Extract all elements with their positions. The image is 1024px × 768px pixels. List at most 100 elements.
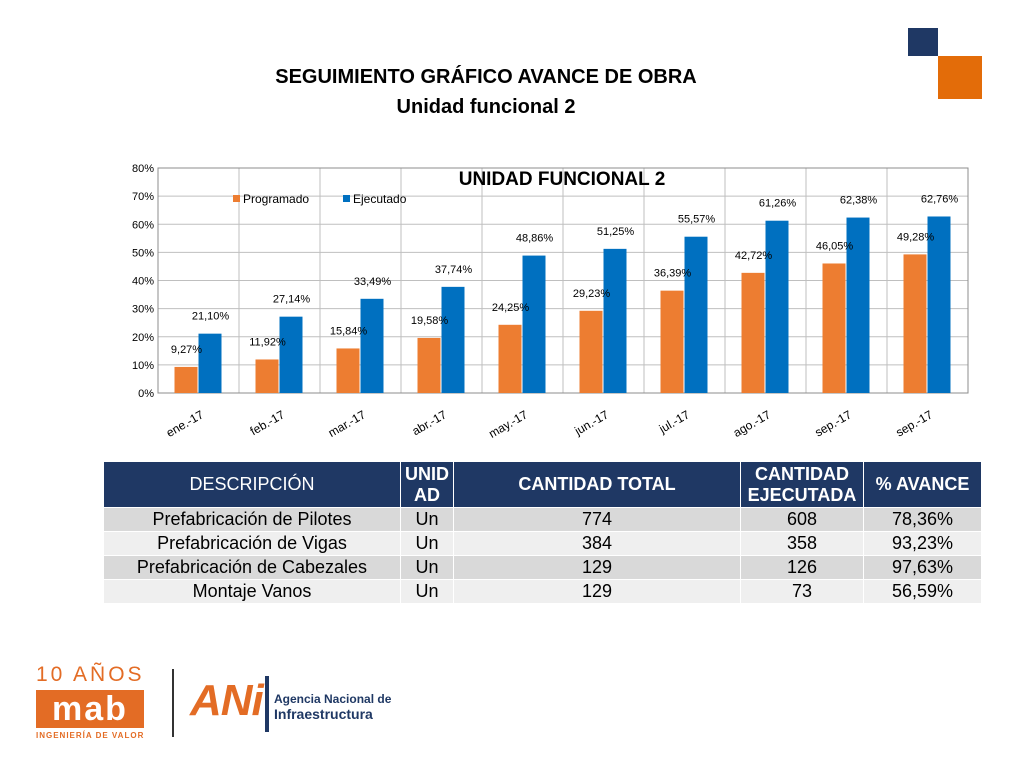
chart-bars [174, 216, 951, 393]
x-tick-label: jul.-17 [656, 407, 692, 436]
legend-label-ejecutado: Ejecutado [353, 192, 407, 206]
header-unidad-line1: UNID [405, 463, 449, 484]
progress-table-container: DESCRIPCIÓN UNID AD CANTIDAD TOTAL CANTID… [103, 461, 982, 604]
bar-ejecutado [603, 248, 627, 393]
header-unidad-line2: AD [414, 484, 440, 505]
progress-table: DESCRIPCIÓN UNID AD CANTIDAD TOTAL CANTID… [103, 461, 982, 604]
cell-unidad: Un [400, 507, 454, 532]
x-tick-label: jun.-17 [571, 407, 611, 438]
header-ejecutada-line1: CANTIDAD [755, 463, 849, 484]
bar-ejecutado [522, 255, 546, 393]
x-axis: ene.-17 feb.-17 mar.-17 abr.-17 may.-17 jun.-… [164, 407, 936, 441]
data-label-ejecutado: 33,49% [354, 276, 392, 288]
bar-programado [498, 324, 522, 393]
data-label-programado: 42,72% [735, 250, 773, 262]
x-tick-label: feb.-17 [248, 407, 288, 438]
bar-programado [822, 263, 846, 393]
data-label-ejecutado: 51,25% [597, 226, 635, 238]
cell-descripcion: Prefabricación de Vigas [103, 531, 401, 556]
header-unidad: UNID AD [400, 461, 454, 508]
bar-programado [903, 254, 927, 393]
bar-ejecutado [684, 236, 708, 393]
legend-label-programado: Programado [243, 192, 309, 206]
x-tick-label: ago.-17 [731, 407, 774, 440]
cell-ejecutada: 126 [740, 555, 864, 580]
mab-tagline: INGENIERÍA DE VALOR [36, 731, 145, 740]
data-label-ejecutado: 27,14% [273, 294, 311, 306]
bar-programado [417, 337, 441, 393]
cell-unidad: Un [400, 531, 454, 556]
mab-years-text: 10 AÑOS [36, 663, 145, 686]
y-axis: 0% 10% 20% 30% 40% 50% 60% 70% 80% [132, 163, 154, 400]
bar-programado [255, 359, 279, 393]
bar-programado [579, 310, 603, 393]
cell-descripcion: Prefabricación de Pilotes [103, 507, 401, 532]
header-cantidad-ejecutada: CANTIDAD EJECUTADA [740, 461, 864, 508]
bar-programado [660, 290, 684, 393]
table-body: Prefabricación de Pilotes Un 774 608 78,36% P… [103, 507, 982, 604]
data-label-programado: 11,92% [249, 336, 286, 348]
ani-logo-bar [265, 676, 269, 732]
y-tick-label: 10% [132, 360, 154, 372]
y-tick-label: 70% [132, 191, 154, 203]
ani-logo: ANi [190, 676, 264, 725]
chart-legend: Programado Ejecutado [233, 192, 407, 206]
data-label-programado: 46,05% [816, 240, 854, 252]
y-tick-label: 30% [132, 304, 154, 316]
ani-text-line2: Infraestructura [274, 706, 373, 722]
data-label-ejecutado: 21,10% [192, 311, 230, 323]
mab-name: mab [36, 690, 144, 728]
data-label-programado: 49,28% [897, 231, 935, 243]
legend-swatch-programado [233, 195, 240, 202]
table-row: Prefabricación de Cabezales Un 129 126 97,63… [103, 555, 982, 580]
cell-ejecutada: 73 [740, 579, 864, 604]
corner-square-orange [938, 56, 982, 99]
bar-ejecutado [927, 216, 951, 393]
cell-total: 129 [453, 579, 741, 604]
cell-avance: 56,59% [863, 579, 982, 604]
bar-ejecutado [360, 298, 384, 393]
bar-ejecutado [765, 220, 789, 393]
header-ejecutada-line2: EJECUTADA [747, 484, 857, 505]
y-tick-label: 50% [132, 247, 154, 259]
bar-ejecutado [846, 217, 870, 393]
data-label-programado: 9,27% [171, 344, 202, 356]
cell-descripcion: Prefabricación de Cabezales [103, 555, 401, 580]
table-row: Montaje Vanos Un 129 73 56,59% [103, 579, 982, 604]
header-descripcion: DESCRIPCIÓN [103, 461, 401, 508]
data-label-ejecutado: 62,38% [840, 195, 878, 207]
cell-descripcion: Montaje Vanos [103, 579, 401, 604]
page-subtitle: Unidad funcional 2 [396, 96, 576, 118]
bar-ejecutado [441, 286, 465, 393]
x-tick-label: mar.-17 [326, 407, 369, 440]
data-label-ejecutado: 55,57% [678, 214, 716, 226]
data-labels: 9,27% 21,10% 11,92% 27,14% 15,84% 33,49% 19,58… [171, 193, 958, 355]
bar-ejecutado [198, 333, 222, 393]
data-label-ejecutado: 62,76% [921, 193, 959, 205]
y-tick-label: 60% [132, 219, 154, 231]
data-label-ejecutado: 61,26% [759, 198, 797, 210]
corner-square-dark [908, 28, 938, 56]
legend-swatch-ejecutado [343, 195, 350, 202]
bar-programado [741, 272, 765, 393]
plot-border [157, 167, 969, 394]
header-cantidad-total: CANTIDAD TOTAL [453, 461, 741, 508]
cell-total: 129 [453, 555, 741, 580]
x-tick-label: may.-17 [486, 407, 530, 441]
ani-text-line1: Agencia Nacional de [274, 692, 392, 706]
data-label-programado: 15,84% [330, 325, 368, 337]
bar-chart: 0% 10% 20% 30% 40% 50% 60% 70% 80% 9,27% 21,10% 11… [132, 163, 969, 441]
y-tick-label: 80% [132, 163, 154, 175]
cell-ejecutada: 358 [740, 531, 864, 556]
cell-unidad: Un [400, 579, 454, 604]
x-tick-label: sep.-17 [893, 407, 935, 439]
chart-grid [157, 167, 969, 394]
x-tick-label: abr.-17 [410, 407, 450, 438]
bar-ejecutado [279, 316, 303, 393]
chart-title: UNIDAD FUNCIONAL 2 [459, 169, 666, 190]
y-tick-label: 0% [138, 388, 154, 400]
cell-avance: 78,36% [863, 507, 982, 532]
cell-avance: 97,63% [863, 555, 982, 580]
data-label-programado: 36,39% [654, 268, 692, 280]
mab-logo: 10 AÑOS mab INGENIERÍA DE VALOR [36, 664, 148, 740]
